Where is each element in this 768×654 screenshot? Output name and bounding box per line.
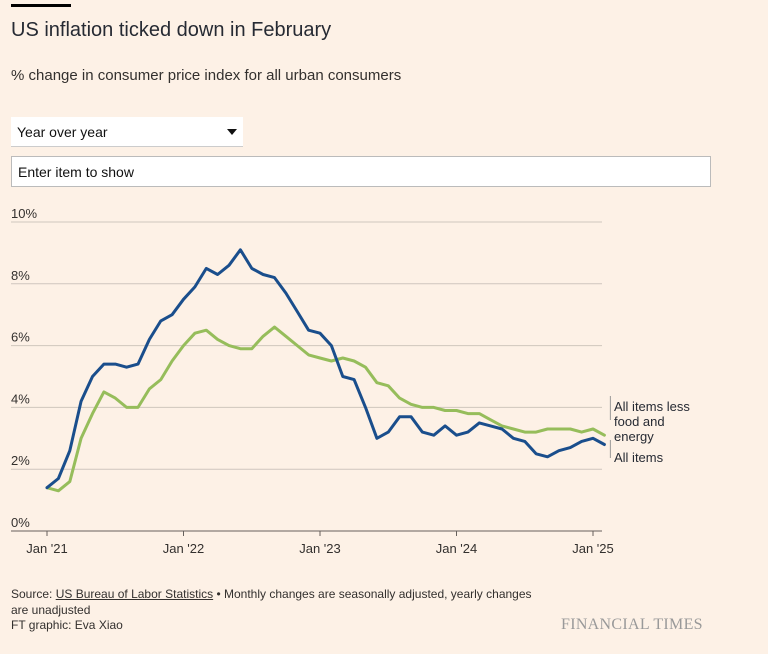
source-prefix: Source: bbox=[11, 587, 56, 601]
x-tick-label: Jan '25 bbox=[572, 541, 614, 556]
y-tick-label: 8% bbox=[11, 268, 30, 283]
chart-title: US inflation ticked down in February bbox=[11, 19, 332, 41]
x-tick-label: Jan '21 bbox=[26, 541, 68, 556]
chevron-down-icon bbox=[227, 129, 237, 135]
y-tick-label: 2% bbox=[11, 453, 30, 468]
y-tick-label: 10% bbox=[11, 206, 37, 221]
series-end-label: food and bbox=[614, 414, 665, 429]
top-accent-bar bbox=[11, 4, 71, 7]
x-tick-label: Jan '24 bbox=[436, 541, 478, 556]
period-dropdown-value: Year over year bbox=[17, 124, 108, 140]
period-dropdown[interactable]: Year over year bbox=[11, 117, 243, 147]
chart-series bbox=[45, 248, 606, 493]
item-search-input[interactable] bbox=[11, 156, 711, 187]
ft-logo: FINANCIAL TIMES bbox=[561, 616, 703, 633]
line-chart: 0%2%4%6%8%10% Jan '21 Jan '22 Jan '23 Jan '… bbox=[11, 206, 690, 556]
series-end-label: All items bbox=[614, 450, 664, 465]
series-line bbox=[45, 325, 606, 493]
series-end-label: energy bbox=[614, 429, 654, 444]
series-line bbox=[45, 248, 606, 490]
chart-subtitle: % change in consumer price index for all… bbox=[11, 67, 402, 84]
y-tick-label: 4% bbox=[11, 391, 30, 406]
graphic-credit: FT graphic: Eva Xiao bbox=[11, 618, 123, 632]
source-link[interactable]: US Bureau of Labor Statistics bbox=[55, 587, 214, 601]
x-axis-ticks: Jan '21 Jan '22 Jan '23 Jan '24 Jan '25 bbox=[26, 531, 614, 556]
chart-gridlines bbox=[11, 221, 602, 532]
source-note: Source: US Bureau of Labor Statistics • … bbox=[11, 587, 541, 634]
source-note-text: • Monthly changes are seasonally adjuste… bbox=[11, 587, 532, 617]
x-tick-label: Jan '22 bbox=[163, 541, 205, 556]
series-end-label: All items less bbox=[614, 399, 690, 414]
y-axis-tick-labels: 0% 2% 4% 6% 8% 10% bbox=[11, 206, 37, 530]
y-tick-label: 0% bbox=[11, 515, 30, 530]
y-tick-label: 6% bbox=[11, 330, 30, 345]
x-tick-label: Jan '23 bbox=[299, 541, 341, 556]
